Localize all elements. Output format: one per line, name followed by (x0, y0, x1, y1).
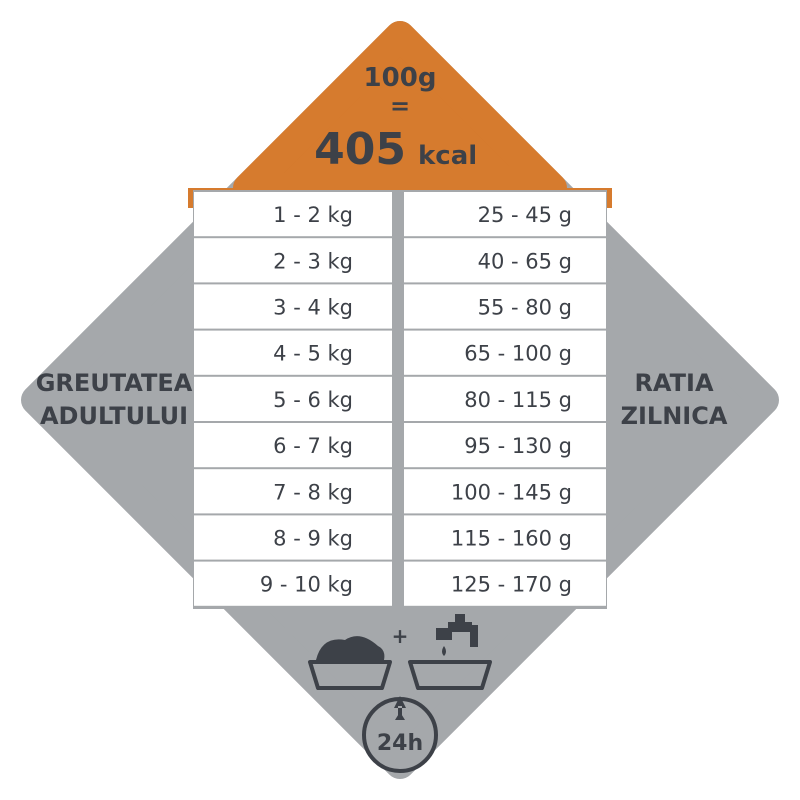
table-cell (194, 469, 392, 514)
table-cell (404, 192, 606, 237)
daily-ration: 40 - 65 g (478, 249, 572, 273)
table-cell (194, 376, 392, 421)
food-bowl-icon (308, 636, 492, 690)
table-cell (404, 330, 606, 375)
weight-range: 5 - 6 kg (273, 388, 353, 412)
header-unit: kcal (418, 141, 477, 171)
table-cell (194, 561, 392, 606)
weight-range: 6 - 7 kg (273, 434, 353, 458)
right-label: ZILNICA (621, 402, 728, 430)
left-label: ADULTULUI (40, 402, 188, 430)
duration-label: 24h (377, 731, 423, 756)
table-cell (404, 284, 606, 329)
table-cell (404, 469, 606, 514)
header-energy: 405 (314, 124, 406, 175)
table-cell (194, 192, 392, 237)
daily-ration: 125 - 170 g (451, 573, 572, 597)
table-cell (194, 423, 392, 468)
table-cell (404, 561, 606, 606)
daily-ration: 25 - 45 g (478, 203, 572, 227)
daily-ration: 100 - 145 g (451, 480, 572, 504)
right-label: RATIA (634, 369, 713, 397)
table-cell (194, 330, 392, 375)
weight-range: 9 - 10 kg (260, 573, 353, 597)
weight-range: 4 - 5 kg (273, 342, 353, 366)
water-tap-icon (436, 614, 478, 656)
header-equals: = (390, 92, 410, 120)
plus-sign: + (392, 624, 409, 648)
weight-range: 1 - 2 kg (273, 203, 353, 227)
header-weight: 100g (364, 63, 437, 93)
table-cell (404, 423, 606, 468)
daily-ration: 55 - 80 g (478, 296, 572, 320)
daily-ration: 65 - 100 g (464, 342, 572, 366)
table-cell (404, 376, 606, 421)
table: 1 - 2 kg 25 - 45 g 2 - 3 kg 40 - 65 g 3 - 4 … (194, 192, 606, 606)
daily-ration: 95 - 130 g (464, 434, 572, 458)
weight-range: 3 - 4 kg (273, 296, 353, 320)
weight-range: 7 - 8 kg (273, 480, 353, 504)
left-label: GREUTATEA (36, 369, 193, 397)
table-cell (194, 284, 392, 329)
weight-range: 8 - 9 kg (273, 527, 353, 551)
table-cell (194, 238, 392, 283)
table-cell (404, 515, 606, 560)
weight-range: 2 - 3 kg (273, 249, 353, 273)
daily-ration: 80 - 115 g (464, 388, 572, 412)
table-cell (404, 238, 606, 283)
table-cell (194, 515, 392, 560)
timer-icon (362, 696, 438, 773)
daily-ration: 115 - 160 g (451, 527, 572, 551)
